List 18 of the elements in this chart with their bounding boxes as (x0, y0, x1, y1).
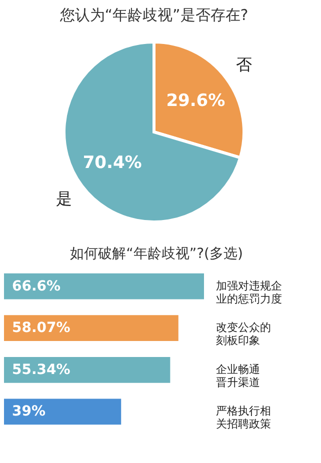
y-tick-label: 改变公众的刻板印象 (216, 321, 271, 348)
slice-label: 否 (236, 55, 252, 74)
data-label: 29.6% (166, 90, 226, 111)
slice-label: 是 (56, 188, 72, 208)
y-tick-label: 严格执行相关招聘政策 (216, 404, 271, 431)
chart-title: 您认为“年龄歧视”是否存在? (58, 6, 248, 24)
data-label: 66.6% (12, 278, 61, 294)
data-label: 70.4% (82, 153, 142, 174)
y-tick-label: 加强对违规企业的惩罚力度 (216, 279, 282, 306)
bar (4, 315, 178, 342)
y-tick-label: 企业畅通晋升渠道 (216, 362, 260, 389)
data-label: 39% (12, 404, 46, 420)
chart-title: 如何破解“年龄歧视”?(多选) (70, 246, 243, 262)
data-label: 55.34% (12, 362, 70, 378)
data-label: 58.07% (12, 320, 70, 336)
bar (4, 273, 204, 300)
bar (4, 356, 170, 383)
bar (4, 398, 122, 425)
